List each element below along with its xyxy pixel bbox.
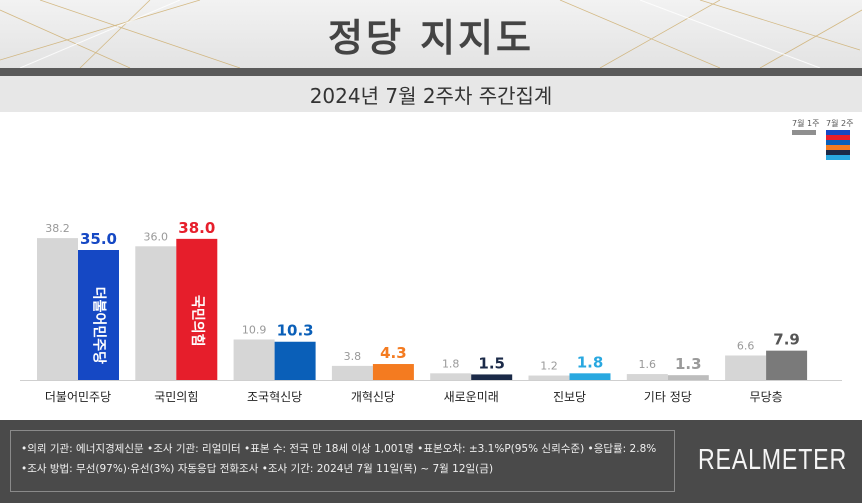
bar-curr-6 (667, 375, 709, 380)
value-label-prev-5: 1.2 (540, 360, 558, 373)
legend-prev-label: 7월 1주 (792, 119, 820, 128)
decorative-lines (0, 0, 862, 68)
legend-curr-swatch-3 (826, 145, 850, 150)
page-title: 정당 지지도 (327, 15, 535, 60)
value-label-curr-7: 7.9 (773, 331, 800, 349)
value-label-prev-3: 3.8 (344, 350, 362, 363)
bar-curr-1 (176, 238, 218, 380)
footer: •의뢰 기관: 에너지경제신문 •조사 기관: 리얼미터 •표본 수: 전국 만… (0, 420, 862, 503)
bar-logo-text-1: 국민의힘 (189, 295, 206, 347)
bar-curr-3 (372, 364, 414, 380)
legend-curr-swatch-4 (826, 150, 850, 155)
value-label-prev-4: 1.8 (442, 357, 460, 370)
category-label-5: 진보당 (553, 390, 586, 404)
category-label-1: 국민의힘 (154, 390, 198, 404)
value-label-prev-6: 1.6 (639, 358, 657, 371)
value-label-prev-2: 10.9 (242, 324, 267, 337)
realmeter-logo: REALMETER (698, 443, 848, 476)
value-label-curr-2: 10.3 (277, 322, 314, 340)
value-label-curr-1: 38.0 (178, 219, 215, 237)
value-label-prev-0: 38.2 (45, 222, 70, 235)
value-label-curr-6: 1.3 (675, 355, 702, 373)
legend-curr-swatch-1 (826, 135, 850, 140)
category-label-2: 조국혁신당 (247, 390, 302, 404)
header-divider (0, 68, 862, 76)
value-label-prev-7: 6.6 (737, 339, 755, 352)
category-label-3: 개혁신당 (351, 390, 395, 404)
bar-prev-7 (725, 355, 767, 380)
survey-notes-line2: •조사 방법: 무선(97%)·유선(3%) 자동응답 전화조사 •조사 기간:… (21, 463, 494, 475)
category-label-0: 더불어민주당 (45, 390, 111, 404)
value-label-curr-4: 1.5 (478, 354, 505, 372)
value-label-curr-0: 35.0 (80, 230, 117, 248)
legend-curr-swatch-5 (826, 155, 850, 160)
bar-prev-2 (233, 339, 275, 380)
subtitle: 2024년 7월 2주차 주간집계 (0, 76, 862, 112)
category-label-6: 기타 정당 (644, 390, 692, 404)
survey-notes: •의뢰 기관: 에너지경제신문 •조사 기관: 리얼미터 •표본 수: 전국 만… (10, 430, 675, 492)
value-label-curr-3: 4.3 (380, 344, 407, 362)
legend-curr-swatch-2 (826, 140, 850, 145)
bar-prev-0 (37, 238, 78, 380)
category-label-4: 새로운미래 (444, 390, 499, 404)
legend-swatches (792, 130, 850, 160)
value-label-prev-1: 36.0 (144, 230, 169, 243)
bar-prev-4 (430, 373, 472, 380)
legend-prev-swatch (792, 130, 816, 135)
bar-prev-6 (626, 374, 668, 380)
category-label-7: 무당층 (750, 390, 783, 404)
bar-prev-3 (331, 365, 373, 380)
survey-notes-line1: •의뢰 기관: 에너지경제신문 •조사 기관: 리얼미터 •표본 수: 전국 만… (21, 443, 657, 455)
legend-curr-swatch-0 (826, 130, 850, 135)
header-banner: 정당 지지도 (0, 0, 862, 68)
bar-curr-5 (569, 373, 611, 380)
legend-curr-label: 7월 2주 (826, 119, 854, 128)
bar-prev-5 (528, 375, 570, 380)
bar-curr-2 (274, 341, 316, 380)
bar-curr-0 (78, 250, 119, 380)
bar-logo-text-0: 더불어민주당 (91, 287, 108, 364)
bar-curr-4 (471, 374, 513, 380)
bar-prev-1 (135, 246, 177, 380)
bar-curr-7 (766, 350, 808, 380)
legend: 7월 1주 7월 2주 (790, 118, 860, 168)
value-label-curr-5: 1.8 (577, 353, 604, 371)
